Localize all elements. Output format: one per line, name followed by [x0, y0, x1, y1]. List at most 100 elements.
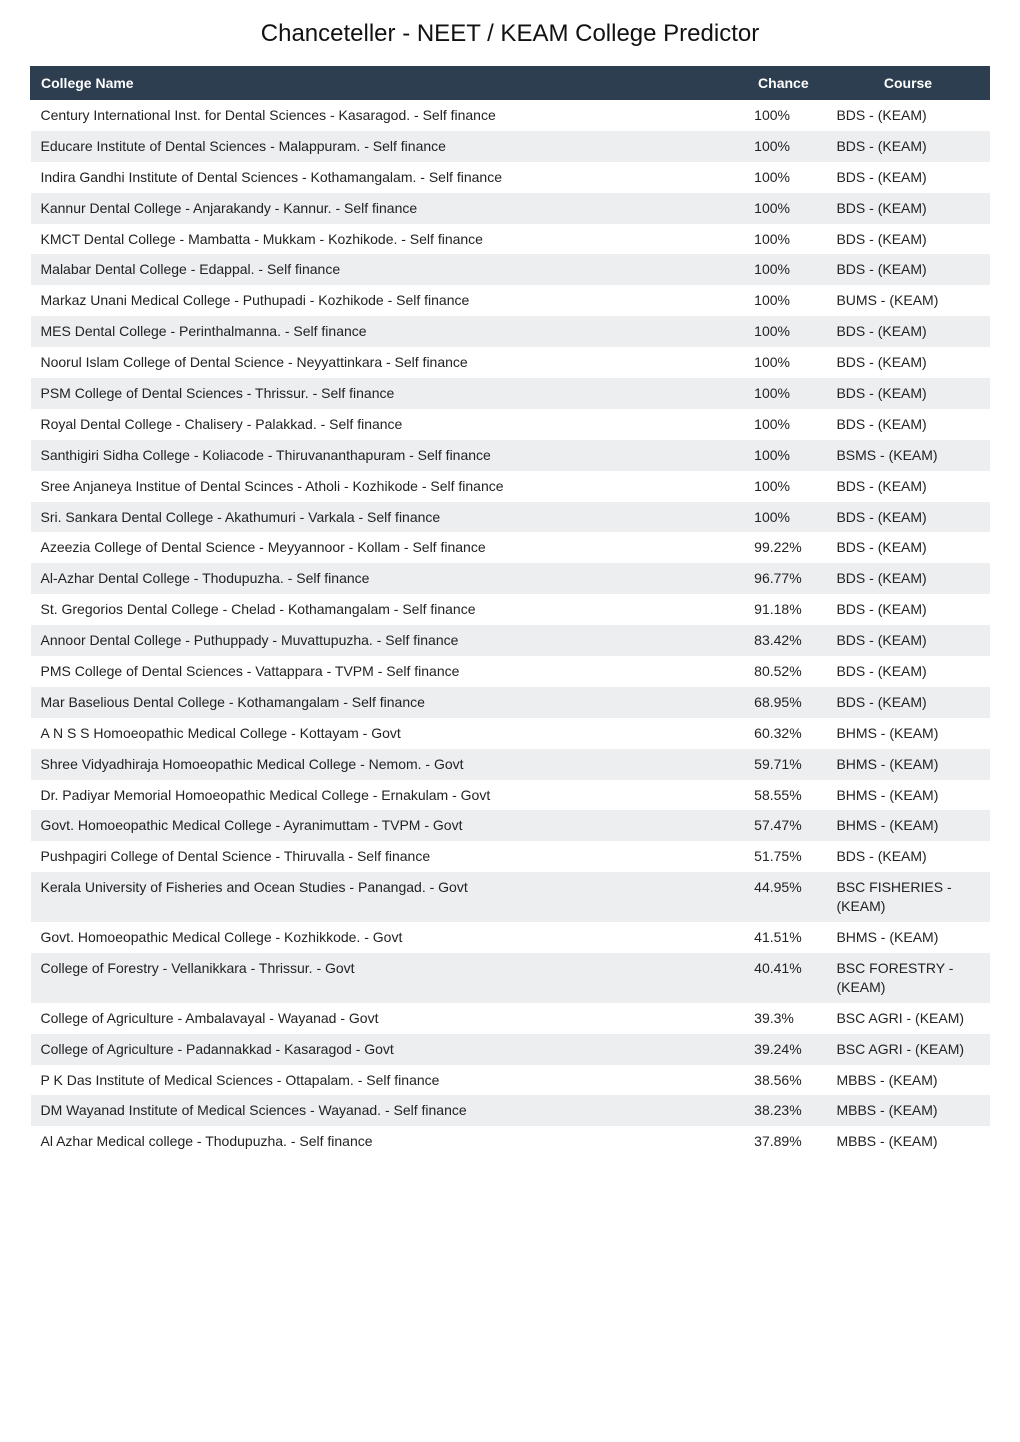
cell-college-name: Educare Institute of Dental Sciences - M…: [31, 131, 741, 162]
table-row: Century International Inst. for Dental S…: [31, 100, 990, 131]
cell-chance: 37.89%: [740, 1126, 826, 1157]
table-row: College of Agriculture - Padannakkad - K…: [31, 1034, 990, 1065]
col-header-chance: Chance: [740, 67, 826, 100]
cell-chance: 96.77%: [740, 563, 826, 594]
cell-course: BHMS - (KEAM): [826, 922, 989, 953]
cell-chance: 60.32%: [740, 718, 826, 749]
table-row: Govt. Homoeopathic Medical College - Koz…: [31, 922, 990, 953]
cell-college-name: Shree Vidyadhiraja Homoeopathic Medical …: [31, 749, 741, 780]
table-row: Al Azhar Medical college - Thodupuzha. -…: [31, 1126, 990, 1157]
table-row: College of Agriculture - Ambalavayal - W…: [31, 1003, 990, 1034]
cell-course: BDS - (KEAM): [826, 131, 989, 162]
cell-chance: 41.51%: [740, 922, 826, 953]
table-row: St. Gregorios Dental College - Chelad - …: [31, 594, 990, 625]
cell-chance: 100%: [740, 193, 826, 224]
predictor-table: College Name Chance Course Century Inter…: [30, 66, 990, 1157]
cell-course: BSC AGRI - (KEAM): [826, 1003, 989, 1034]
cell-college-name: PMS College of Dental Sciences - Vattapp…: [31, 656, 741, 687]
cell-college-name: Malabar Dental College - Edappal. - Self…: [31, 254, 741, 285]
table-row: Kerala University of Fisheries and Ocean…: [31, 872, 990, 922]
table-row: Azeezia College of Dental Science - Meyy…: [31, 532, 990, 563]
cell-college-name: Pushpagiri College of Dental Science - T…: [31, 841, 741, 872]
cell-chance: 57.47%: [740, 810, 826, 841]
table-row: MES Dental College - Perinthalmanna. - S…: [31, 316, 990, 347]
table-row: Malabar Dental College - Edappal. - Self…: [31, 254, 990, 285]
table-row: PMS College of Dental Sciences - Vattapp…: [31, 656, 990, 687]
table-row: Noorul Islam College of Dental Science -…: [31, 347, 990, 378]
table-row: Royal Dental College - Chalisery - Palak…: [31, 409, 990, 440]
cell-course: MBBS - (KEAM): [826, 1126, 989, 1157]
cell-chance: 91.18%: [740, 594, 826, 625]
cell-course: BHMS - (KEAM): [826, 810, 989, 841]
cell-course: BSC FISHERIES - (KEAM): [826, 872, 989, 922]
table-row: Educare Institute of Dental Sciences - M…: [31, 131, 990, 162]
cell-college-name: Al Azhar Medical college - Thodupuzha. -…: [31, 1126, 741, 1157]
table-row: Annoor Dental College - Puthuppady - Muv…: [31, 625, 990, 656]
cell-college-name: Annoor Dental College - Puthuppady - Muv…: [31, 625, 741, 656]
cell-chance: 100%: [740, 162, 826, 193]
cell-college-name: A N S S Homoeopathic Medical College - K…: [31, 718, 741, 749]
cell-chance: 100%: [740, 378, 826, 409]
cell-college-name: Al-Azhar Dental College - Thodupuzha. - …: [31, 563, 741, 594]
cell-college-name: Sree Anjaneya Institue of Dental Scinces…: [31, 471, 741, 502]
cell-course: BDS - (KEAM): [826, 532, 989, 563]
cell-chance: 40.41%: [740, 953, 826, 1003]
table-row: Indira Gandhi Institute of Dental Scienc…: [31, 162, 990, 193]
cell-college-name: Century International Inst. for Dental S…: [31, 100, 741, 131]
cell-college-name: Kerala University of Fisheries and Ocean…: [31, 872, 741, 922]
cell-chance: 100%: [740, 347, 826, 378]
cell-chance: 38.56%: [740, 1065, 826, 1096]
cell-chance: 51.75%: [740, 841, 826, 872]
cell-chance: 68.95%: [740, 687, 826, 718]
cell-college-name: Dr. Padiyar Memorial Homoeopathic Medica…: [31, 780, 741, 811]
table-row: Santhigiri Sidha College - Koliacode - T…: [31, 440, 990, 471]
cell-college-name: KMCT Dental College - Mambatta - Mukkam …: [31, 224, 741, 255]
cell-chance: 100%: [740, 316, 826, 347]
cell-college-name: Royal Dental College - Chalisery - Palak…: [31, 409, 741, 440]
cell-course: BDS - (KEAM): [826, 502, 989, 533]
cell-college-name: Santhigiri Sidha College - Koliacode - T…: [31, 440, 741, 471]
cell-course: BDS - (KEAM): [826, 193, 989, 224]
cell-chance: 100%: [740, 502, 826, 533]
cell-college-name: PSM College of Dental Sciences - Thrissu…: [31, 378, 741, 409]
cell-chance: 100%: [740, 224, 826, 255]
cell-college-name: College of Agriculture - Ambalavayal - W…: [31, 1003, 741, 1034]
cell-chance: 38.23%: [740, 1095, 826, 1126]
cell-course: BSMS - (KEAM): [826, 440, 989, 471]
cell-college-name: DM Wayanad Institute of Medical Sciences…: [31, 1095, 741, 1126]
table-body: Century International Inst. for Dental S…: [31, 100, 990, 1158]
cell-college-name: College of Forestry - Vellanikkara - Thr…: [31, 953, 741, 1003]
cell-college-name: St. Gregorios Dental College - Chelad - …: [31, 594, 741, 625]
cell-chance: 100%: [740, 100, 826, 131]
cell-course: BUMS - (KEAM): [826, 285, 989, 316]
cell-college-name: Noorul Islam College of Dental Science -…: [31, 347, 741, 378]
cell-college-name: Kannur Dental College - Anjarakandy - Ka…: [31, 193, 741, 224]
col-header-name: College Name: [31, 67, 741, 100]
cell-college-name: Markaz Unani Medical College - Puthupadi…: [31, 285, 741, 316]
col-header-course: Course: [826, 67, 989, 100]
cell-college-name: Indira Gandhi Institute of Dental Scienc…: [31, 162, 741, 193]
table-row: KMCT Dental College - Mambatta - Mukkam …: [31, 224, 990, 255]
cell-course: BDS - (KEAM): [826, 316, 989, 347]
cell-college-name: Govt. Homoeopathic Medical College - Koz…: [31, 922, 741, 953]
table-row: Pushpagiri College of Dental Science - T…: [31, 841, 990, 872]
table-row: DM Wayanad Institute of Medical Sciences…: [31, 1095, 990, 1126]
cell-course: BDS - (KEAM): [826, 563, 989, 594]
cell-chance: 100%: [740, 285, 826, 316]
table-row: College of Forestry - Vellanikkara - Thr…: [31, 953, 990, 1003]
cell-course: BSC FORESTRY - (KEAM): [826, 953, 989, 1003]
cell-course: BDS - (KEAM): [826, 471, 989, 502]
cell-chance: 80.52%: [740, 656, 826, 687]
page-title: Chanceteller - NEET / KEAM College Predi…: [30, 20, 990, 48]
cell-course: MBBS - (KEAM): [826, 1095, 989, 1126]
table-row: Shree Vidyadhiraja Homoeopathic Medical …: [31, 749, 990, 780]
cell-course: BDS - (KEAM): [826, 224, 989, 255]
cell-course: BHMS - (KEAM): [826, 749, 989, 780]
cell-chance: 100%: [740, 254, 826, 285]
cell-college-name: College of Agriculture - Padannakkad - K…: [31, 1034, 741, 1065]
cell-course: BDS - (KEAM): [826, 378, 989, 409]
cell-college-name: Sri. Sankara Dental College - Akathumuri…: [31, 502, 741, 533]
table-header-row: College Name Chance Course: [31, 67, 990, 100]
cell-course: BDS - (KEAM): [826, 687, 989, 718]
cell-chance: 44.95%: [740, 872, 826, 922]
